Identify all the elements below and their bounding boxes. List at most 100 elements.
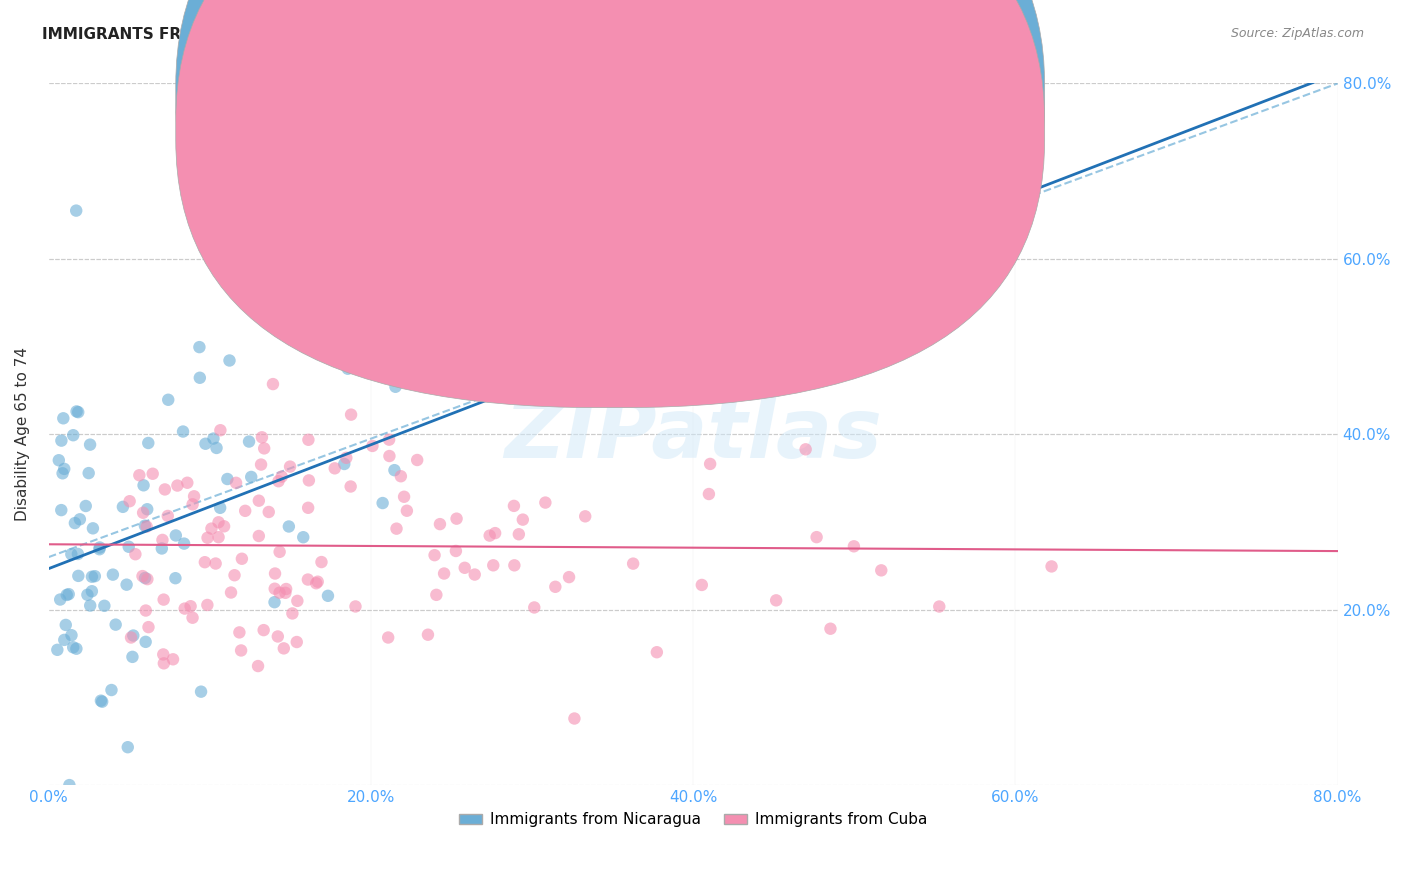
Immigrants from Cuba <box>305 576 328 591</box>
Immigrants from Nicaragua <box>134 518 156 533</box>
Immigrants from Cuba <box>298 474 321 488</box>
Text: Source: ZipAtlas.com: Source: ZipAtlas.com <box>1230 27 1364 40</box>
Immigrants from Cuba <box>425 588 447 602</box>
Immigrants from Nicaragua <box>83 569 105 583</box>
Immigrants from Cuba <box>229 643 252 657</box>
Immigrants from Cuba <box>200 522 222 536</box>
Immigrants from Cuba <box>378 433 401 447</box>
Immigrants from Cuba <box>478 528 501 542</box>
Immigrants from Cuba <box>207 516 229 530</box>
Immigrants from Nicaragua <box>79 437 101 451</box>
Immigrants from Cuba <box>558 570 581 584</box>
Immigrants from Cuba <box>247 659 270 673</box>
Immigrants from Cuba <box>385 522 408 536</box>
Immigrants from Nicaragua <box>188 340 211 354</box>
Immigrants from Cuba <box>406 453 429 467</box>
Immigrants from Nicaragua <box>122 628 145 642</box>
Immigrants from Nicaragua <box>101 567 124 582</box>
Immigrants from Cuba <box>544 580 567 594</box>
Immigrants from Nicaragua <box>202 432 225 446</box>
Immigrants from Cuba <box>267 474 290 488</box>
Immigrants from Nicaragua <box>52 467 75 481</box>
Text: R = -0.083   N = 121: R = -0.083 N = 121 <box>612 122 770 136</box>
Immigrants from Nicaragua <box>51 434 73 448</box>
Immigrants from Cuba <box>503 499 526 513</box>
Immigrants from Nicaragua <box>121 649 143 664</box>
Immigrants from Cuba <box>124 547 146 561</box>
Immigrants from Nicaragua <box>66 547 89 561</box>
Immigrants from Cuba <box>389 469 412 483</box>
Immigrants from Nicaragua <box>157 392 180 407</box>
Immigrants from Nicaragua <box>333 457 356 471</box>
Immigrants from Cuba <box>138 620 160 634</box>
Immigrants from Nicaragua <box>117 740 139 755</box>
Immigrants from Nicaragua <box>89 542 111 557</box>
Immigrants from Cuba <box>361 439 384 453</box>
Immigrants from Cuba <box>152 648 174 662</box>
Immigrants from Cuba <box>142 467 165 481</box>
Immigrants from Cuba <box>263 582 285 596</box>
Immigrants from Cuba <box>928 599 950 614</box>
Immigrants from Nicaragua <box>90 694 112 708</box>
Immigrants from Cuba <box>153 483 176 497</box>
Immigrants from Cuba <box>285 594 308 608</box>
Immigrants from Cuba <box>269 585 291 599</box>
Immigrants from Nicaragua <box>238 434 260 449</box>
Immigrants from Cuba <box>278 459 301 474</box>
Immigrants from Cuba <box>219 585 242 599</box>
Immigrants from Nicaragua <box>51 503 73 517</box>
Immigrants from Nicaragua <box>65 203 87 218</box>
Immigrants from Cuba <box>464 567 486 582</box>
Immigrants from Cuba <box>181 497 204 511</box>
Immigrants from Cuba <box>209 423 232 437</box>
Immigrants from Cuba <box>423 548 446 562</box>
Immigrants from Nicaragua <box>62 640 84 655</box>
Immigrants from Cuba <box>523 600 546 615</box>
Immigrants from Cuba <box>416 628 439 642</box>
Immigrants from Nicaragua <box>111 500 134 514</box>
Immigrants from Cuba <box>269 545 291 559</box>
Immigrants from Nicaragua <box>172 425 194 439</box>
Immigrants from Cuba <box>433 566 456 581</box>
Immigrants from Nicaragua <box>316 589 339 603</box>
Immigrants from Cuba <box>429 517 451 532</box>
Immigrants from Cuba <box>204 557 226 571</box>
Immigrants from Cuba <box>273 641 295 656</box>
Immigrants from Cuba <box>690 578 713 592</box>
Immigrants from Cuba <box>395 504 418 518</box>
Immigrants from Nicaragua <box>58 587 80 601</box>
Immigrants from Cuba <box>253 442 276 456</box>
Immigrants from Cuba <box>574 509 596 524</box>
Immigrants from Cuba <box>508 527 530 541</box>
Immigrants from Nicaragua <box>67 405 90 419</box>
Immigrants from Cuba <box>870 563 893 577</box>
Immigrants from Cuba <box>297 573 319 587</box>
Immigrants from Cuba <box>152 592 174 607</box>
Immigrants from Cuba <box>842 539 865 553</box>
Immigrants from Cuba <box>482 558 505 573</box>
Immigrants from Nicaragua <box>136 502 159 516</box>
Immigrants from Cuba <box>472 355 495 369</box>
Immigrants from Cuba <box>281 607 304 621</box>
Immigrants from Cuba <box>297 500 319 515</box>
Immigrants from Nicaragua <box>77 466 100 480</box>
Immigrants from Cuba <box>228 625 250 640</box>
Immigrants from Cuba <box>166 478 188 492</box>
Immigrants from Nicaragua <box>75 499 97 513</box>
Y-axis label: Disability Age 65 to 74: Disability Age 65 to 74 <box>15 347 30 521</box>
Immigrants from Nicaragua <box>384 463 406 477</box>
Immigrants from Nicaragua <box>67 569 90 583</box>
Text: ZIPatlas: ZIPatlas <box>505 393 882 475</box>
Immigrants from Nicaragua <box>80 584 103 599</box>
Immigrants from Cuba <box>699 457 721 471</box>
Immigrants from Cuba <box>307 574 329 589</box>
Immigrants from Cuba <box>446 511 468 525</box>
Immigrants from Cuba <box>225 475 247 490</box>
Immigrants from Nicaragua <box>150 541 173 556</box>
Immigrants from Nicaragua <box>188 371 211 385</box>
Immigrants from Cuba <box>697 487 720 501</box>
Legend: Immigrants from Nicaragua, Immigrants from Cuba: Immigrants from Nicaragua, Immigrants fr… <box>453 806 934 834</box>
Immigrants from Cuba <box>118 494 141 508</box>
Immigrants from Nicaragua <box>52 411 75 425</box>
Immigrants from Nicaragua <box>336 361 359 376</box>
